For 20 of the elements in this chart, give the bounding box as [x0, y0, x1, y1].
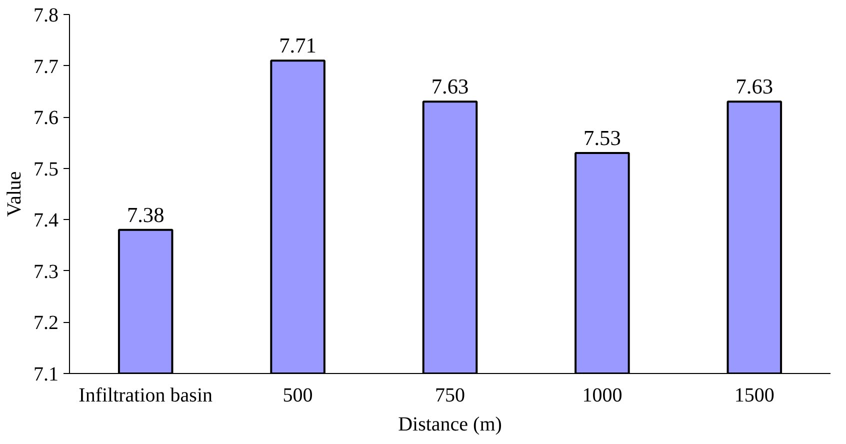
- data-label: 7.63: [736, 74, 774, 99]
- data-label: 7.71: [279, 34, 316, 58]
- y-tick-label: 7.3: [34, 260, 58, 283]
- y-tick-label: 7.2: [34, 312, 58, 334]
- y-tick-label: 7.4: [34, 210, 58, 232]
- y-tick-label: 7.7: [34, 56, 58, 78]
- x-tick-label: 500: [282, 384, 313, 406]
- x-tick-label: 750: [435, 384, 465, 406]
- data-label: 7.53: [584, 126, 621, 150]
- y-axis-title: Value: [4, 171, 26, 217]
- y-tick-label: 7.8: [34, 4, 58, 26]
- x-tick-label: 1000: [582, 384, 622, 406]
- x-tick-label: Infiltration basin: [78, 384, 213, 406]
- x-tick-label: 1500: [734, 384, 774, 406]
- y-tick-label: 7.6: [34, 107, 58, 130]
- y-tick-label: 7.1: [34, 364, 58, 386]
- x-axis-title: Distance (m): [398, 414, 502, 436]
- data-label: 7.63: [431, 74, 469, 99]
- data-label: 7.38: [126, 202, 164, 227]
- y-tick-label: 7.5: [34, 158, 58, 180]
